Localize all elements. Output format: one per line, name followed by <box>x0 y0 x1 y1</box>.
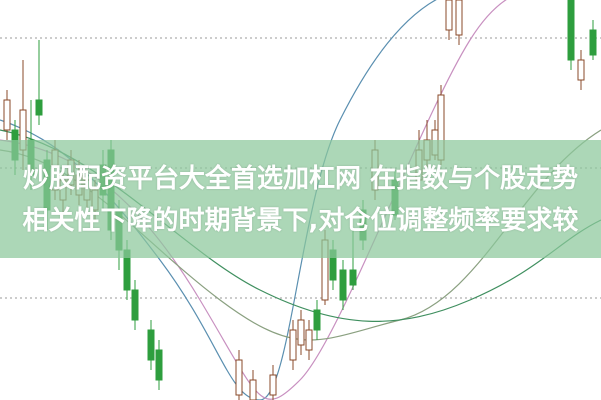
candle-body <box>577 59 585 81</box>
candle-body <box>3 99 11 131</box>
candle-body <box>235 359 243 396</box>
candle-body <box>305 329 313 351</box>
candle-body <box>35 99 43 116</box>
candle-body <box>131 289 139 321</box>
candle-body <box>589 29 597 56</box>
candle-body <box>249 379 257 400</box>
candle-body <box>269 374 277 396</box>
candle-body <box>567 0 575 61</box>
candle-body <box>297 319 305 346</box>
candle-body <box>147 329 155 361</box>
headline-line-2: 相关性下降的时期背景下,对仓位调整频率要求较 <box>22 206 579 236</box>
headline-banner <box>0 140 601 258</box>
candle-body <box>289 329 297 361</box>
candle-body <box>445 0 453 31</box>
headline-line-1: 炒股配资平台大全首选加杠网 在指数与个股走势 <box>22 164 579 194</box>
candle-body <box>339 269 347 301</box>
candle-body <box>313 309 321 331</box>
candle-body <box>455 0 463 36</box>
candle-body <box>155 349 163 381</box>
candle-body <box>349 269 357 286</box>
